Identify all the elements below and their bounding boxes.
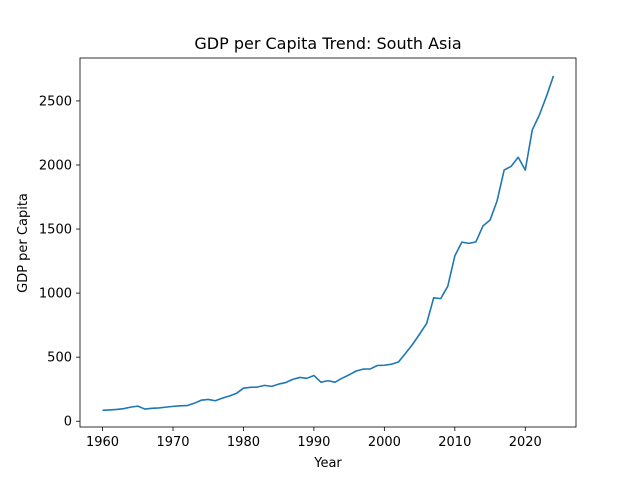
plot-frame [79,57,577,428]
y-tick-label: 1500 [39,223,72,238]
x-tick-label: 1970 [156,435,189,450]
y-tick-label: 2000 [39,158,72,173]
x-tick-label: 2020 [509,435,542,450]
y-tick-label: 1000 [39,287,72,302]
series-line-gdp-per-capita [102,75,555,412]
y-tick-label: 2500 [39,94,72,109]
x-tick-label: 1960 [86,435,119,450]
y-axis: 0 500 1000 1500 2000 2500 [39,94,80,430]
x-tick-label: 2000 [368,435,401,450]
y-tick-label: 500 [47,351,72,366]
x-axis: 1960 1970 1980 1990 2000 2010 2020 [86,427,542,450]
x-tick-label: 1980 [227,435,260,450]
x-tick-label: 2010 [438,435,471,450]
y-axis-label: GDP per Capita [16,193,31,293]
chart-title: GDP per Capita Trend: South Asia [194,34,461,53]
x-tick-label: 1990 [297,435,330,450]
y-tick-label: 0 [64,415,72,430]
x-axis-label: Year [313,456,342,471]
